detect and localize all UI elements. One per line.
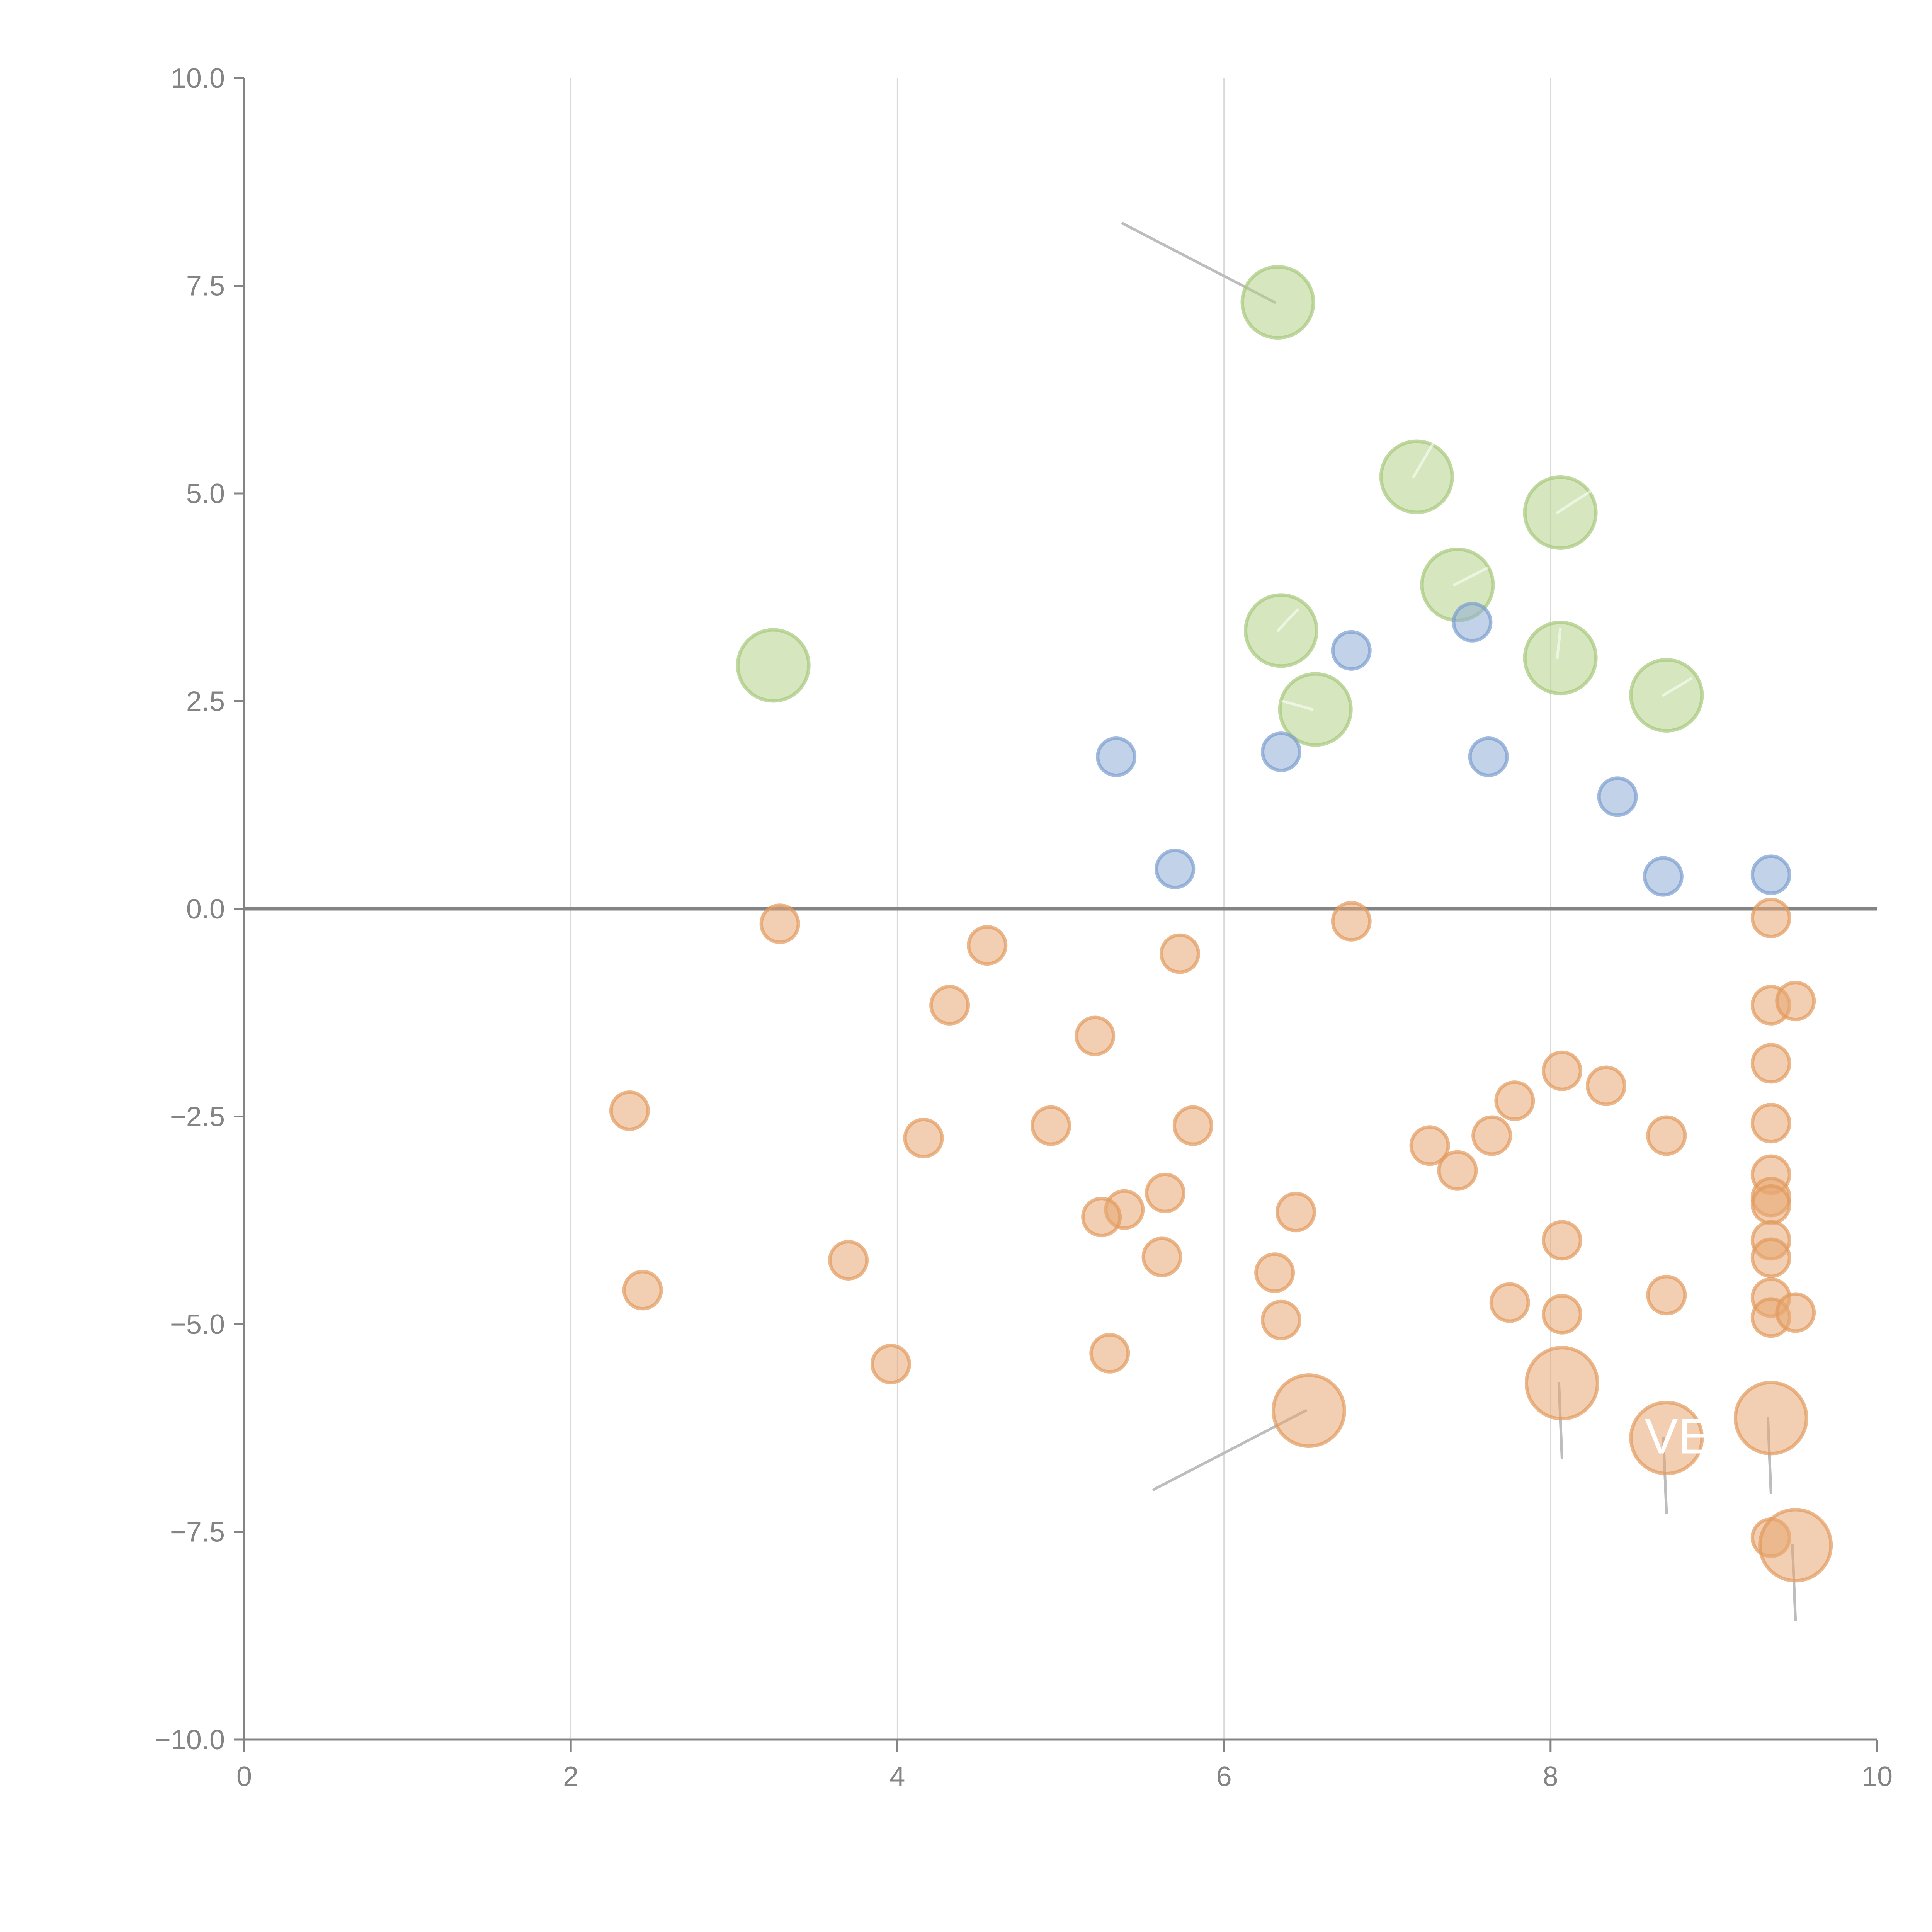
x-tick-label: 6 xyxy=(1216,1761,1232,1792)
point-orange xyxy=(1145,1172,1185,1213)
point-green xyxy=(1523,621,1598,696)
point-green xyxy=(1379,439,1454,514)
point-orange-large xyxy=(1758,1508,1833,1583)
point-orange xyxy=(1089,1333,1130,1374)
point-orange xyxy=(1031,1105,1071,1146)
point-orange xyxy=(622,1270,663,1311)
y-tick-label: 10.0 xyxy=(171,63,225,94)
point-orange xyxy=(1541,1220,1582,1261)
point-orange xyxy=(1750,898,1791,939)
x-tick-label: 0 xyxy=(236,1761,252,1792)
point-green xyxy=(1244,593,1319,668)
leader-line xyxy=(1556,490,1591,514)
point-orange xyxy=(1646,1275,1687,1316)
point-orange xyxy=(759,903,800,944)
point-labels: VE xyxy=(1277,442,1712,1464)
point-orange xyxy=(1541,1294,1582,1335)
point-blue xyxy=(1643,856,1684,897)
point-blue xyxy=(1261,731,1302,772)
leader-line xyxy=(1281,700,1314,711)
point-orange xyxy=(1409,1125,1450,1166)
point-blue xyxy=(1096,736,1137,777)
y-tick-label: 5.0 xyxy=(186,478,225,509)
point-label: VE xyxy=(1645,1408,1711,1464)
data-points xyxy=(609,265,1833,1583)
point-orange xyxy=(1254,1252,1295,1293)
point-orange-large xyxy=(1733,1381,1808,1456)
point-orange xyxy=(609,1090,650,1131)
x-tick-label: 4 xyxy=(889,1761,905,1792)
x-tick-label: 8 xyxy=(1543,1761,1558,1792)
point-orange-large xyxy=(1524,1346,1599,1421)
point-orange xyxy=(1494,1080,1535,1121)
y-tick-label: 7.5 xyxy=(186,271,225,302)
point-orange xyxy=(1541,1050,1582,1091)
point-blue xyxy=(1750,854,1791,895)
point-green xyxy=(1523,475,1598,550)
x-tick-label: 10 xyxy=(1862,1761,1893,1792)
point-orange xyxy=(1172,1105,1213,1146)
point-green xyxy=(1240,265,1315,340)
point-orange-large xyxy=(1629,1401,1704,1476)
point-blue xyxy=(1468,736,1509,777)
y-tick-label: −2.5 xyxy=(170,1102,225,1133)
leader-line xyxy=(1556,627,1562,660)
point-orange xyxy=(828,1240,869,1281)
leader-line xyxy=(1662,677,1692,697)
point-orange xyxy=(1159,933,1200,974)
y-tick-label: −5.0 xyxy=(170,1309,225,1340)
leader-line xyxy=(1412,442,1435,478)
y-tick-label: −10.0 xyxy=(155,1725,225,1755)
point-orange xyxy=(1646,1115,1687,1156)
point-orange xyxy=(1750,1237,1791,1278)
point-green xyxy=(736,628,811,703)
point-orange xyxy=(1141,1236,1182,1277)
point-orange-large xyxy=(1271,1373,1346,1448)
point-blue xyxy=(1597,776,1638,817)
point-orange xyxy=(1585,1065,1626,1106)
point-blue xyxy=(1155,849,1196,889)
point-orange xyxy=(1775,981,1816,1022)
point-orange xyxy=(1750,1184,1791,1225)
leader-line xyxy=(1453,567,1488,586)
point-orange xyxy=(1471,1115,1512,1156)
point-orange xyxy=(1276,1192,1316,1233)
x-tick-label: 2 xyxy=(563,1761,578,1792)
point-orange xyxy=(1075,1015,1116,1056)
point-orange xyxy=(1750,1103,1791,1144)
point-orange xyxy=(1331,901,1372,942)
point-green xyxy=(1278,672,1353,747)
y-tick-label: −7.5 xyxy=(170,1517,225,1548)
y-tick-label: 2.5 xyxy=(186,686,225,717)
y-tick-label: 0.0 xyxy=(186,894,225,925)
leader-line xyxy=(1277,608,1299,632)
point-orange xyxy=(1437,1150,1478,1191)
point-orange xyxy=(1750,1043,1791,1084)
tick-labels: 10.0 7.5 5.0 2.5 0.0 −2.5 −5.0 −7.5 −10.0 0 2 4 6 8 10 xyxy=(155,63,1893,1792)
point-orange xyxy=(1489,1282,1530,1323)
axes xyxy=(234,77,1878,1752)
point-orange xyxy=(1081,1197,1122,1238)
point-green xyxy=(1629,658,1704,733)
point-blue xyxy=(1452,602,1493,643)
point-orange xyxy=(967,925,1008,966)
point-orange xyxy=(1775,1292,1816,1333)
point-orange xyxy=(1261,1299,1302,1340)
point-orange xyxy=(903,1117,944,1158)
point-orange xyxy=(929,985,970,1026)
point-orange xyxy=(870,1344,911,1384)
point-blue xyxy=(1331,630,1372,671)
